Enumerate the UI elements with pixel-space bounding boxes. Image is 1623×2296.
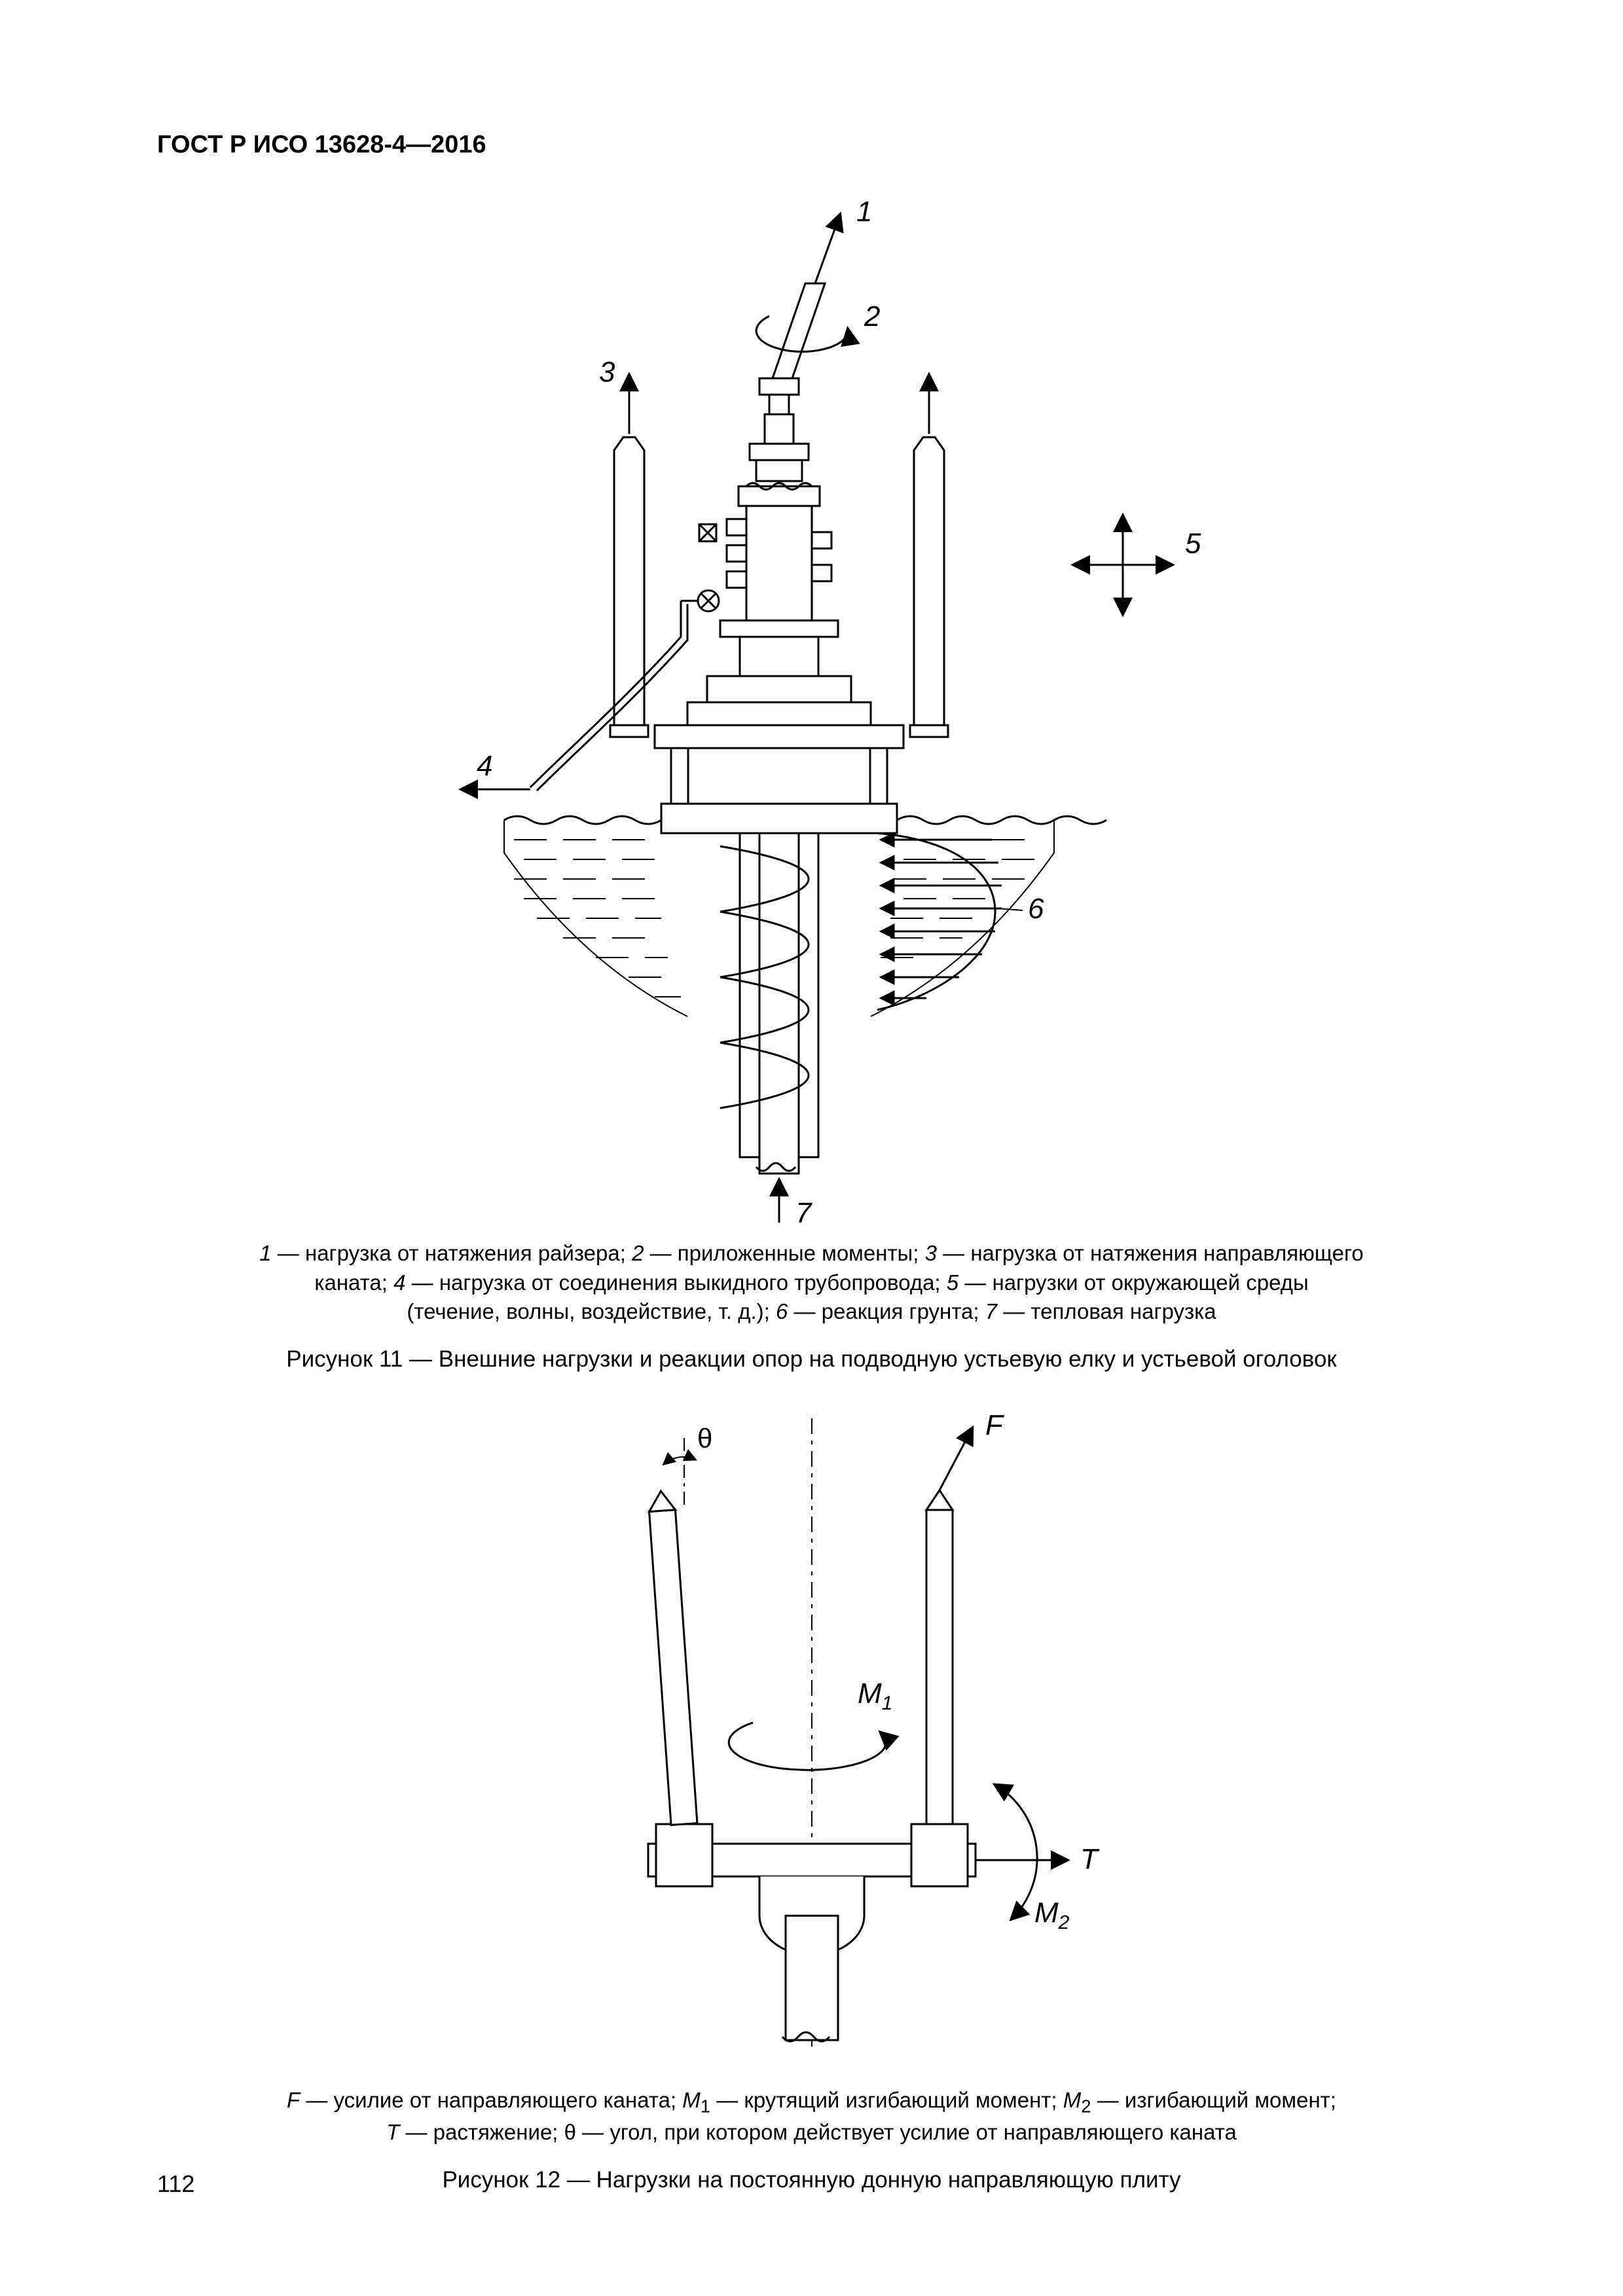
fig11-label-7: 7 <box>795 1197 812 1226</box>
page: ГОСТ Р ИСО 13628-4—2016 <box>0 0 1623 2296</box>
fig11-label-1: 1 <box>856 196 872 228</box>
document-header: ГОСТ Р ИСО 13628-4—2016 <box>157 131 1466 159</box>
fig12-label-F: F <box>985 1409 1004 1441</box>
fig12-label-T: T <box>1080 1843 1100 1875</box>
fig12-label-M1: M1 <box>858 1677 892 1714</box>
figure-11-legend: 1 — нагрузка от натяжения райзера; 2 — п… <box>157 1239 1466 1327</box>
fig11-label-2: 2 <box>864 300 880 332</box>
fig11-label-5: 5 <box>1185 528 1201 560</box>
fig12-label-theta: θ <box>697 1423 712 1454</box>
figure-11-caption: Рисунок 11 — Внешние нагрузки и реакции … <box>157 1346 1466 1372</box>
figure-11-svg: 1 2 3 4 <box>288 179 1336 1226</box>
fig11-label-4: 4 <box>477 750 492 782</box>
fig11-label-3: 3 <box>599 356 615 388</box>
figure-11: 1 2 3 4 <box>157 179 1466 1372</box>
page-number: 112 <box>157 2170 194 2198</box>
fig11-label-6: 6 <box>1028 893 1044 925</box>
figure-12-svg: θ F M1 T M2 <box>452 1392 1172 2073</box>
figure-12-caption: Рисунок 12 — Нагрузки на постоянную донн… <box>157 2167 1466 2193</box>
figure-12: θ F M1 T M2 F — усилие от направляющего … <box>157 1392 1466 2193</box>
figure-12-legend: F — усилие от направляющего каната; M1 —… <box>157 2086 1466 2147</box>
fig12-label-M2: M2 <box>1034 1897 1070 1933</box>
